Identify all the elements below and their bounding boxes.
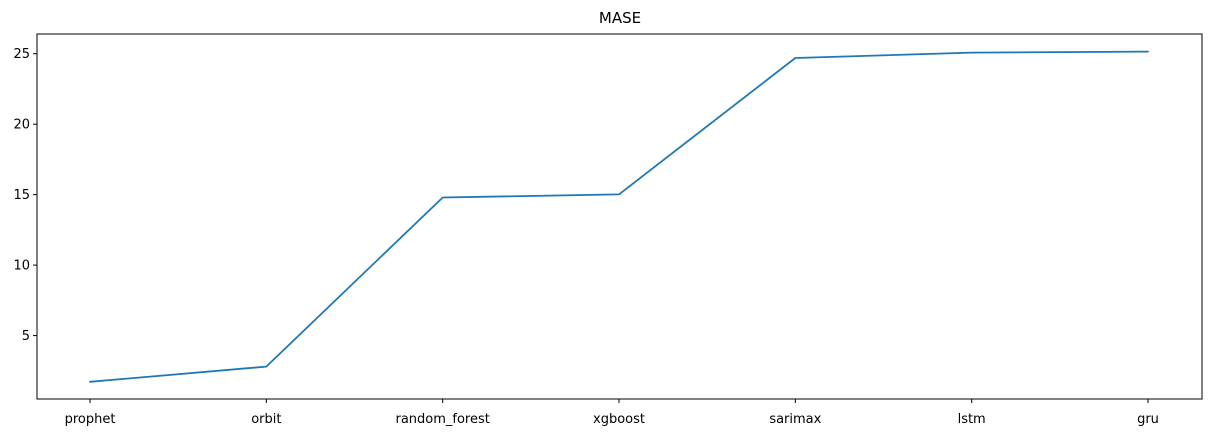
x-axis: prophet orbit random_forest xgboost sarimax l… xyxy=(65,399,1159,427)
x-tick-label: prophet xyxy=(65,412,116,427)
y-tick-label: 25 xyxy=(13,47,30,62)
y-axis: 5 10 15 20 25 xyxy=(13,47,37,344)
chart-title: MASE xyxy=(599,9,641,27)
y-tick-label: 20 xyxy=(13,118,30,133)
series-line-mase xyxy=(89,50,1149,383)
series-layer xyxy=(89,50,1149,383)
x-tick-label: xgboost xyxy=(593,412,645,427)
y-tick-label: 10 xyxy=(13,259,30,274)
y-tick-label: 15 xyxy=(13,188,30,203)
x-tick-label: orbit xyxy=(251,412,281,427)
x-tick-label: lstm xyxy=(958,412,986,427)
x-tick-label: gru xyxy=(1137,412,1159,427)
y-tick-label: 5 xyxy=(22,329,30,344)
x-tick-label: sarimax xyxy=(769,412,821,427)
x-tick-label: random_forest xyxy=(395,412,489,427)
